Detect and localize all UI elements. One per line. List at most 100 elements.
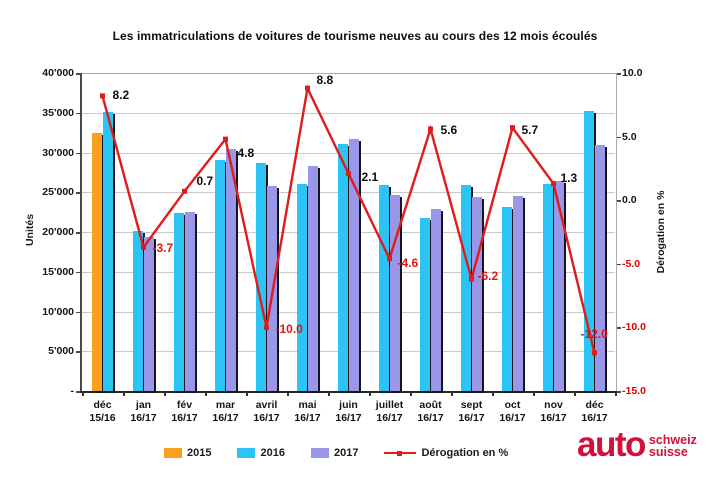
right-axis-tickmark <box>617 263 621 266</box>
derogation-value-label: 1.3 <box>560 170 578 185</box>
bar-2016 <box>583 111 595 391</box>
right-axis-tickmark <box>617 136 621 139</box>
grid-line <box>82 112 615 114</box>
left-axis-tickmark <box>76 112 80 115</box>
category-label-line: 16/17 <box>212 412 239 424</box>
category-label-line: 16/17 <box>294 412 321 424</box>
derogation-point-marker <box>305 85 310 91</box>
left-axis-tick-label: 35'000 <box>42 106 74 119</box>
derogation-value-label: -3.7 <box>152 241 174 256</box>
legend-item-2015: 2015 <box>164 447 211 459</box>
category-label-line: sept <box>460 399 483 411</box>
left-axis-tick-label: 40'000 <box>42 67 74 79</box>
category-label-line: 16/17 <box>417 412 444 424</box>
category-label-line: mai <box>298 399 317 411</box>
x-axis-category-label: avril 16/17 <box>238 399 296 425</box>
category-label-line: 16/17 <box>376 412 403 424</box>
derogation-point-marker <box>182 188 187 194</box>
x-axis-tickmark <box>574 391 576 396</box>
derogation-point-marker <box>387 256 392 262</box>
category-label-line: 16/17 <box>171 412 198 424</box>
bar-2016 <box>378 185 390 391</box>
logo-subtext-line2: suisse <box>648 445 688 459</box>
category-label-line: 16/17 <box>130 412 157 424</box>
logo-subtext-line1: schweiz <box>648 433 697 447</box>
left-axis-tick-label: 30'000 <box>42 146 74 159</box>
right-axis-tick-label: 5.0 <box>622 130 637 143</box>
left-axis-tick-label: 25'000 <box>42 186 74 199</box>
derogation-point-marker <box>551 181 556 187</box>
bar-2016 <box>337 144 349 391</box>
x-axis-tickmark <box>123 391 125 396</box>
category-label-line: juillet <box>375 399 404 411</box>
bar-2017 <box>594 144 606 391</box>
logo-subtext: schweiz suisse <box>648 433 697 459</box>
x-axis-category-label: déc 15/16 <box>74 399 132 425</box>
category-label-line: 16/17 <box>581 412 608 424</box>
bar-2017 <box>348 138 360 391</box>
right-axis-tick-label: 10.0 <box>622 67 643 79</box>
bar-2017 <box>430 208 442 391</box>
bar-2017 <box>184 211 196 391</box>
bar-2016 <box>419 218 431 391</box>
right-axis-tick-label: 0.0 <box>622 194 637 207</box>
derogation-point-marker <box>141 244 146 250</box>
left-axis-tickmark <box>76 152 80 154</box>
left-axis-tickmark <box>76 391 80 393</box>
derogation-point-marker <box>510 125 515 131</box>
right-axis-tickmark <box>617 327 621 329</box>
derogation-line-layer <box>100 84 597 356</box>
category-label-line: avril <box>255 399 278 411</box>
category-label-line: 16/17 <box>458 412 485 424</box>
legend-label: 2015 <box>187 447 212 459</box>
category-label-line: 16/17 <box>335 412 362 424</box>
x-axis-tickmark <box>287 391 289 396</box>
left-axis-tickmark <box>76 271 80 274</box>
bar-2017 <box>143 237 155 391</box>
left-axis-tickmark <box>76 73 80 75</box>
right-axis-tickmark <box>617 391 621 393</box>
category-label-line: fév <box>176 399 193 411</box>
brand-logo: auto schweiz suisse <box>577 427 697 462</box>
left-axis-tick-label: 20'000 <box>42 226 74 238</box>
derogation-value-label: -10.0 <box>275 322 303 337</box>
category-label-line: juin <box>339 399 358 411</box>
legend-label: 2017 <box>333 447 359 459</box>
bar-2017 <box>471 197 483 391</box>
x-axis-tickmark <box>410 391 412 396</box>
left-axis-tickmark <box>76 351 80 353</box>
derogation-value-label: 8.2 <box>112 87 130 102</box>
x-axis-tickmark <box>246 391 248 396</box>
right-axis-tickmark <box>617 200 621 202</box>
derogation-point-marker <box>592 350 597 356</box>
derogation-value-label: 0.7 <box>196 174 214 189</box>
legend-line-sample <box>384 449 417 458</box>
category-label-line: déc <box>585 399 604 411</box>
right-axis-tick-label: -10.0 <box>622 321 646 334</box>
bar-2015 <box>91 132 103 391</box>
derogation-point-marker <box>100 93 105 99</box>
category-label-line: 16/17 <box>540 412 567 424</box>
legend-swatch <box>164 448 182 458</box>
x-axis-tickmark <box>369 391 371 396</box>
derogation-value-label: 2.1 <box>361 170 379 185</box>
legend-item-2016: 2016 <box>237 447 285 459</box>
category-label-line: déc <box>93 399 112 411</box>
x-axis-category-label: oct 16/17 <box>484 399 542 425</box>
left-axis-tick-label: 10'000 <box>42 305 74 318</box>
x-axis-category-label: nov 16/17 <box>525 399 583 425</box>
left-axis-tickmark <box>76 232 80 234</box>
x-axis-category-label: juin 16/17 <box>320 399 378 425</box>
category-label-line: 15/16 <box>89 412 116 424</box>
derogation-point-marker <box>428 126 433 132</box>
derogation-value-label: -6.2 <box>477 269 499 284</box>
x-axis-category-label: mar 16/17 <box>197 399 255 425</box>
legend-swatch <box>237 448 256 458</box>
x-axis-tickmark <box>492 391 494 396</box>
bar-2016 <box>501 206 513 391</box>
bar-2017 <box>225 148 237 391</box>
bar-2016 <box>255 163 267 391</box>
right-axis-tick-label: -15.0 <box>622 385 646 397</box>
bar-2017 <box>553 180 565 391</box>
